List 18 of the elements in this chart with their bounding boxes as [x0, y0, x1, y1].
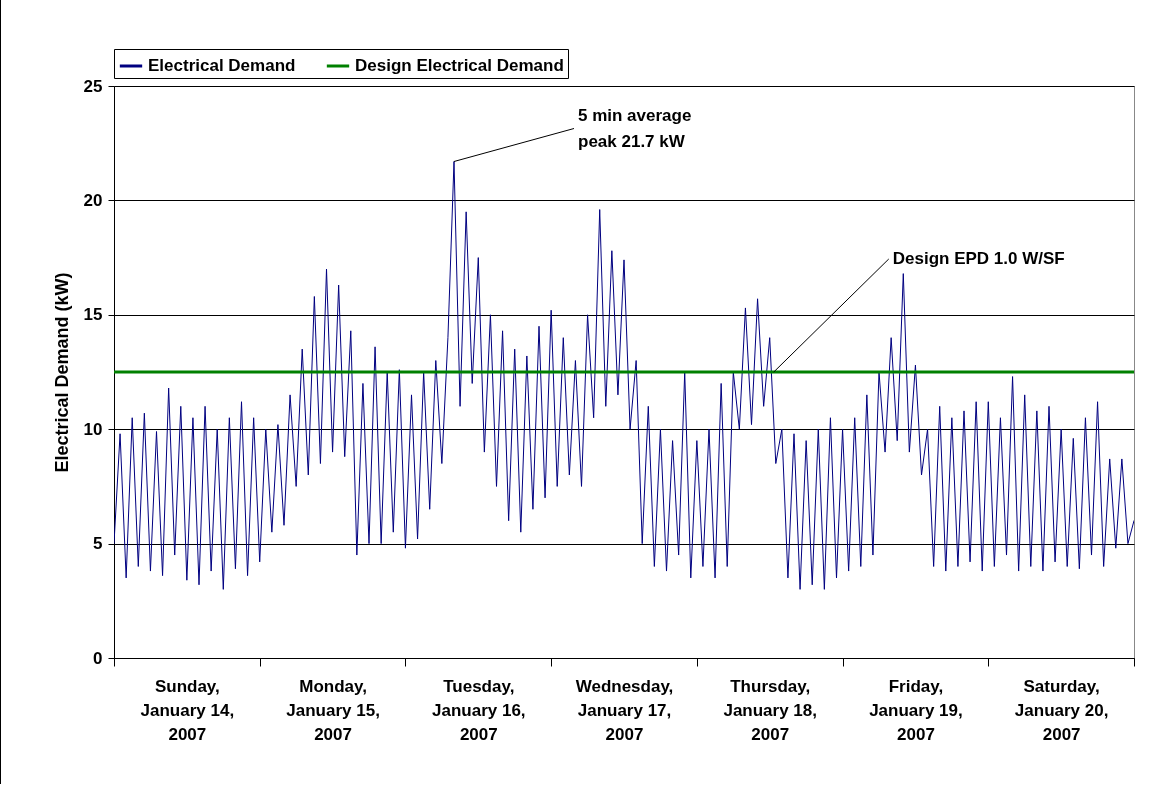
x-tick-label: Wednesday, January 17, 2007 — [575, 676, 674, 744]
y-tick-label: 20 — [83, 190, 103, 210]
x-tick-label: Tuesday, January 16, 2007 — [432, 676, 526, 744]
legend-label: Design Electrical Demand — [355, 56, 564, 75]
x-tick-label: Sunday, January 14, 2007 — [140, 676, 235, 744]
x-tick-label: Friday, January 19, 2007 — [869, 676, 963, 744]
y-tick-label: 15 — [83, 305, 103, 325]
x-tick-label: Thursday, January 18, 2007 — [723, 676, 817, 744]
annotation: 5 min average peak 21.7 kW — [578, 105, 692, 151]
y-axis-title: Electrical Demand (kW) — [51, 272, 72, 473]
x-tick-label: Saturday, January 20, 2007 — [1014, 676, 1109, 744]
y-tick-label: 10 — [83, 419, 103, 439]
legend-label: Electrical Demand — [148, 56, 296, 75]
y-tick-label: 25 — [83, 76, 103, 96]
y-tick-label: 0 — [93, 648, 103, 668]
annotation: Design EPD 1.0 W/SF — [892, 249, 1065, 268]
x-tick-label: Monday, January 15, 2007 — [286, 676, 380, 744]
y-tick-label: 5 — [93, 534, 103, 554]
